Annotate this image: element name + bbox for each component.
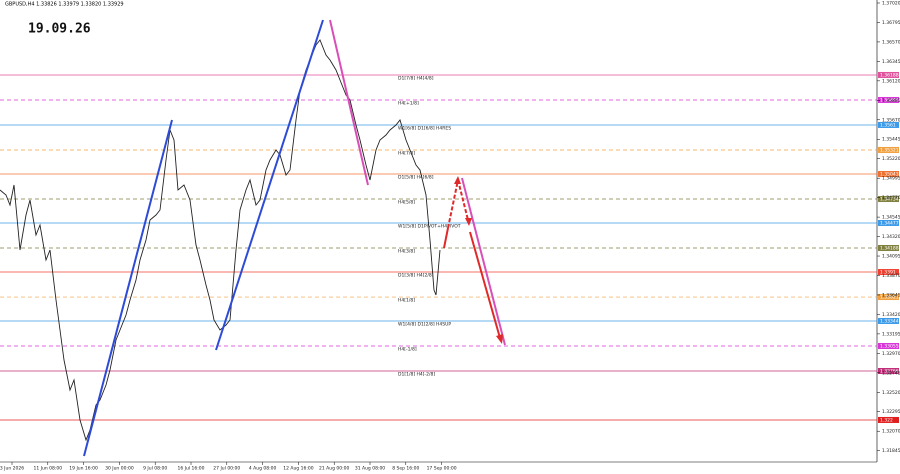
time-tick-label: 19 Jun 16:00 <box>69 466 98 472</box>
price-tick-label: 1.35670 <box>882 117 900 123</box>
level-label: H4[5/8] <box>398 200 415 206</box>
price-tick-label: 1.32745 <box>882 370 900 376</box>
time-tick-label: 11 Jun 08:00 <box>34 466 63 472</box>
price-tick-label: 1.34095 <box>882 254 900 260</box>
level-label: W1[4/8] D1[2/8] H4SUP <box>398 322 451 328</box>
price-tag <box>878 416 899 423</box>
price-tag <box>878 219 899 226</box>
arrow-head <box>454 176 461 184</box>
arrow-head <box>465 218 472 226</box>
forecast-line <box>457 179 469 221</box>
level-label: D1[1/8] H4[-2/8] <box>398 372 435 378</box>
price-tick-label: 1.36795 <box>882 20 900 26</box>
price-tick-label: 1.35220 <box>882 156 900 162</box>
price-tick-label: 1.32295 <box>882 409 900 415</box>
price-tag-label: 1.3561 <box>880 122 896 128</box>
price-tick-label: 1.36120 <box>882 78 900 84</box>
price-tag <box>878 146 899 153</box>
price-tag <box>878 368 899 375</box>
time-tick-label: 21 Aug 00:00 <box>319 466 349 472</box>
levels: D1[7/8] H4[4/8] 1.36188 H4[+1/8] 1.35899 W1[… <box>0 71 899 423</box>
price-tag <box>878 171 899 178</box>
price-tag <box>878 294 899 301</box>
forecast-line <box>469 231 501 339</box>
price-tick-label: 1.37020 <box>882 1 900 7</box>
level-label: W1[5/8] D1PIVOT+H4PIVOT <box>398 223 461 229</box>
price-tag-label: 1.36188 <box>880 72 899 78</box>
price-tag <box>878 71 899 78</box>
time-tick-label: 30 Jun 00:00 <box>105 466 134 472</box>
trend-line <box>329 19 369 186</box>
price-tag-label: 1.33055 <box>880 344 899 350</box>
time-tick-label: 4 Aug 08:00 <box>249 466 277 472</box>
price-tag-label: 1.35899 <box>880 97 899 103</box>
time-tick-label: 12 Aug 16:00 <box>283 466 313 472</box>
price-tag <box>878 318 899 325</box>
trend-line <box>461 177 506 346</box>
price-tag-label: 1.33344 <box>880 319 899 325</box>
level-label: H4[+1/8] <box>398 100 419 106</box>
price-tick-label: 1.31845 <box>882 448 900 454</box>
forecast-line <box>443 227 449 249</box>
price-tick-label: 1.35895 <box>882 98 900 104</box>
price-tag-label: 1.32766 <box>880 369 899 375</box>
price-tag <box>878 196 899 203</box>
price-tick-label: 1.36345 <box>882 59 900 65</box>
price-tick-label: 1.34995 <box>882 176 900 182</box>
price-tag <box>878 343 899 350</box>
time-tick-label: 31 Aug 08:00 <box>355 466 385 472</box>
price-tag-label: 1.34477 <box>880 220 899 226</box>
time-tick-label: 16 Jul 16:00 <box>178 466 205 472</box>
price-tag <box>878 96 899 103</box>
chart-header: GBPUSD,H4 1.33826 1.33979 1.33820 1.3392… <box>5 2 124 8</box>
price-tag <box>878 269 899 276</box>
price-tick-label: 1.33420 <box>882 312 900 318</box>
time-tick-label: 9 Jul 08:00 <box>143 466 167 472</box>
price-tick-label: 1.34320 <box>882 234 900 240</box>
trend-line <box>215 19 324 351</box>
price-tag-label: 1.35321 <box>880 147 899 153</box>
level-label: H4[1/8] <box>398 298 415 304</box>
arrow-head <box>496 334 503 344</box>
level-label: D1[7/8] H4[4/8] <box>398 75 434 81</box>
level-label: H4[-1/8] <box>398 347 417 353</box>
trend-line <box>83 119 173 457</box>
price-tick-label: 1.32520 <box>882 390 900 396</box>
price-tag <box>878 121 899 128</box>
price-tick-label: 1.33195 <box>882 331 900 337</box>
time-tick-label: 3 Jun 2026 <box>0 466 24 472</box>
price-tick-label: 1.35445 <box>882 137 900 143</box>
level-label: H4[3/8] <box>398 248 415 254</box>
level-label: H4[7/8] <box>398 150 415 156</box>
price-tick-label: 1.32970 <box>882 351 900 357</box>
price-tag-label: 1.34188 <box>880 245 899 251</box>
price-tag-label: 1.322 <box>880 417 893 423</box>
price-tag-label: 1.35043 <box>880 172 899 178</box>
level-label: W1[6/8] D1[6/8] H4RES <box>398 125 451 131</box>
level-label: D1[5/8] H4[6/8] <box>398 175 434 181</box>
price-tick-label: 1.34545 <box>882 215 900 221</box>
price-tag-label: 1.3391 <box>880 270 896 276</box>
price-tick-label: 1.33645 <box>882 292 900 298</box>
time-tick-label: 17 Sep 00:00 <box>427 466 457 472</box>
time-tick-label: 8 Sep 16:00 <box>392 466 419 472</box>
price-tag <box>878 244 899 251</box>
price-tick-label: 1.32070 <box>882 429 900 435</box>
forecast-line <box>447 179 459 229</box>
price-tick-label: 1.33870 <box>882 273 900 279</box>
price-tag-label: 1.34754 <box>880 197 899 203</box>
price-tick-label: 1.34770 <box>882 195 900 201</box>
price-tag-label: 1.33621 <box>880 295 899 301</box>
date-note: 19.09.26 <box>28 22 91 37</box>
level-label: D1[3/8] H4[2/8] <box>398 273 434 279</box>
price-tick-label: 1.36570 <box>882 39 900 45</box>
time-tick-label: 27 Jul 00:00 <box>213 466 240 472</box>
